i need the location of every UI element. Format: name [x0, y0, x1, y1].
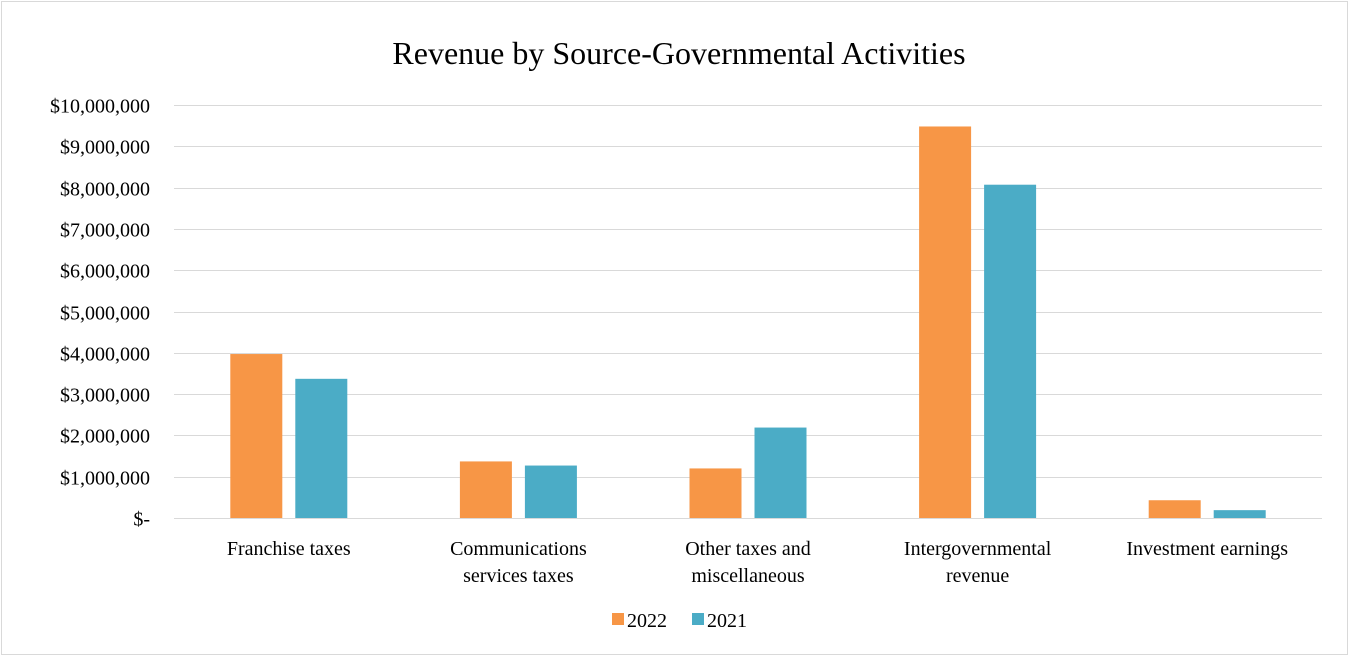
category-label-line: Intergovernmental	[904, 538, 1052, 560]
legend-label-2021: 2021	[707, 610, 747, 632]
y-tick-label: $1,000,000	[60, 468, 150, 490]
legend-swatch-2021	[692, 613, 704, 625]
category-label-line: revenue	[946, 565, 1009, 587]
y-tick-label: $9,000,000	[60, 137, 150, 159]
bar-2022-1	[459, 461, 512, 518]
bar-2022-0	[230, 354, 283, 518]
bar-2022-3	[919, 126, 972, 518]
bar-2021-3	[984, 184, 1037, 519]
bar-2022-2	[689, 468, 742, 518]
category-label: Other taxes and miscellaneous	[685, 538, 811, 587]
legend-swatch-2022	[612, 613, 624, 625]
legend: 2022 2021	[612, 610, 747, 632]
category-label-line: miscellaneous	[691, 565, 805, 587]
category-label: Investment earnings	[1126, 538, 1288, 560]
chart-title: Revenue by Source-Governmental Activitie…	[392, 35, 965, 71]
y-tick-label: $4,000,000	[60, 344, 150, 366]
bar-2022-4	[1148, 500, 1201, 518]
y-tick-label: $3,000,000	[60, 385, 150, 407]
category-label-line: Communications	[450, 538, 587, 560]
category-label-line: Other taxes and	[685, 538, 811, 560]
category-label-line: Franchise taxes	[227, 538, 351, 560]
category-label-line: Investment earnings	[1126, 538, 1288, 560]
y-tick-label: $2,000,000	[60, 426, 150, 448]
legend-label-2022: 2022	[627, 610, 667, 632]
y-tick-label: $7,000,000	[60, 220, 150, 242]
y-tick-label: $8,000,000	[60, 179, 150, 201]
y-tick-label: $6,000,000	[60, 261, 150, 283]
x-axis-category-labels: Franchise taxes Communications services ta…	[227, 538, 1288, 587]
bars	[230, 126, 1266, 519]
y-axis-tick-labels: $- $1,000,000 $2,000,000 $3,000,000 $4,000,0…	[50, 96, 150, 531]
category-label: Communications services taxes	[450, 538, 587, 587]
bar-2021-2	[754, 427, 807, 518]
category-label: Intergovernmental revenue	[904, 538, 1052, 587]
category-label-line: services taxes	[463, 565, 574, 587]
y-tick-label: $5,000,000	[60, 303, 150, 325]
y-tick-label: $-	[133, 509, 150, 531]
category-label: Franchise taxes	[227, 538, 351, 560]
bar-2021-0	[295, 378, 348, 518]
gridlines	[174, 105, 1322, 519]
bar-2021-1	[524, 465, 577, 518]
y-tick-label: $10,000,000	[50, 96, 150, 118]
bar-2021-4	[1213, 510, 1266, 518]
